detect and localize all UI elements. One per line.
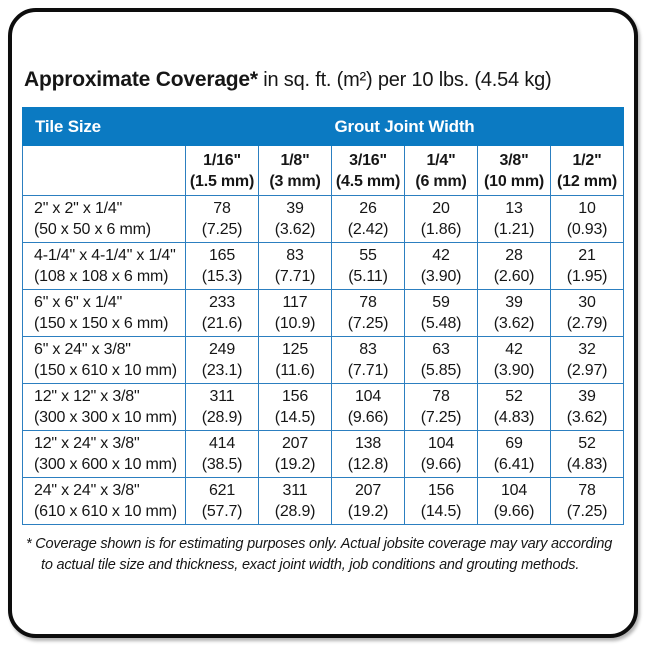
- grout-width-column-header: 1/16" (1.5 mm): [185, 145, 259, 196]
- tile-size-cell: 2" x 2" x 1/4" (50 x 50 x 6 mm): [22, 195, 186, 243]
- table-row: 6" x 24" x 3/8" (150 x 610 x 10 mm) 249 (23…: [22, 336, 624, 384]
- coverage-value-cell: 26 (2.42): [331, 195, 405, 243]
- tile-size-cell: 6" x 24" x 3/8" (150 x 610 x 10 mm): [22, 336, 186, 384]
- coverage-value-cell: 249 (23.1): [185, 336, 259, 384]
- footnote-text: Coverage shown is for estimating purpose…: [35, 536, 613, 573]
- coverage-value-cell: 117 (10.9): [258, 289, 332, 337]
- table-row: 12" x 12" x 3/8" (300 x 300 x 10 mm) 311 (2…: [22, 383, 624, 431]
- coverage-value-cell: 39 (3.62): [477, 289, 551, 337]
- coverage-value-cell: 78 (7.25): [404, 383, 478, 431]
- coverage-value-cell: 207 (19.2): [331, 477, 405, 525]
- tile-size-header: Tile Size: [22, 107, 186, 146]
- coverage-value-cell: 39 (3.62): [258, 195, 332, 243]
- coverage-value-cell: 104 (9.66): [404, 430, 478, 478]
- coverage-value-cell: 78 (7.25): [331, 289, 405, 337]
- coverage-value-cell: 233 (21.6): [185, 289, 259, 337]
- coverage-value-cell: 311 (28.9): [185, 383, 259, 431]
- grout-joint-width-header: Grout Joint Width: [185, 107, 624, 146]
- coverage-value-cell: 63 (5.85): [404, 336, 478, 384]
- coverage-value-cell: 104 (9.66): [331, 383, 405, 431]
- coverage-value-cell: 138 (12.8): [331, 430, 405, 478]
- coverage-value-cell: 30 (2.79): [550, 289, 624, 337]
- table-row: 12" x 24" x 3/8" (300 x 600 x 10 mm) 414 (3…: [22, 430, 624, 478]
- coverage-value-cell: 414 (38.5): [185, 430, 259, 478]
- grout-width-column-header: 3/8" (10 mm): [477, 145, 551, 196]
- grout-width-column-header: 1/4" (6 mm): [404, 145, 478, 196]
- column-header-row: 1/16" (1.5 mm) 1/8" (3 mm) 3/16" (4.5 mm) 1/4"…: [22, 145, 624, 196]
- coverage-value-cell: 59 (5.48): [404, 289, 478, 337]
- coverage-value-cell: 20 (1.86): [404, 195, 478, 243]
- coverage-value-cell: 104 (9.66): [477, 477, 551, 525]
- coverage-value-cell: 621 (57.7): [185, 477, 259, 525]
- grout-width-column-header: 3/16" (4.5 mm): [331, 145, 405, 196]
- coverage-value-cell: 83 (7.71): [258, 242, 332, 290]
- coverage-value-cell: 69 (6.41): [477, 430, 551, 478]
- grout-width-column-header: 1/2" (12 mm): [550, 145, 624, 196]
- coverage-value-cell: 32 (2.97): [550, 336, 624, 384]
- tile-size-cell: 6" x 6" x 1/4" (150 x 150 x 6 mm): [22, 289, 186, 337]
- coverage-card: Approximate Coverage* in sq. ft. (m²) pe…: [8, 8, 638, 638]
- coverage-value-cell: 39 (3.62): [550, 383, 624, 431]
- coverage-value-cell: 156 (14.5): [258, 383, 332, 431]
- coverage-value-cell: 125 (11.6): [258, 336, 332, 384]
- coverage-value-cell: 311 (28.9): [258, 477, 332, 525]
- coverage-value-cell: 78 (7.25): [185, 195, 259, 243]
- coverage-value-cell: 207 (19.2): [258, 430, 332, 478]
- coverage-value-cell: 78 (7.25): [550, 477, 624, 525]
- coverage-value-cell: 52 (4.83): [477, 383, 551, 431]
- page-title-units: in sq. ft. (m²) per 10 lbs. (4.54 kg): [257, 69, 552, 91]
- coverage-value-cell: 42 (3.90): [477, 336, 551, 384]
- coverage-value-cell: 52 (4.83): [550, 430, 624, 478]
- tile-size-cell: 24" x 24" x 3/8" (610 x 610 x 10 mm): [22, 477, 186, 525]
- table-row: 24" x 24" x 3/8" (610 x 610 x 10 mm) 621 (5…: [22, 477, 624, 525]
- page-title: Approximate Coverage* in sq. ft. (m²) pe…: [24, 66, 622, 94]
- empty-corner-cell: [22, 145, 186, 196]
- grout-width-column-header: 1/8" (3 mm): [258, 145, 332, 196]
- coverage-value-cell: 21 (1.95): [550, 242, 624, 290]
- coverage-value-cell: 13 (1.21): [477, 195, 551, 243]
- footnote: * Coverage shown is for estimating purpo…: [26, 534, 622, 576]
- coverage-value-cell: 165 (15.3): [185, 242, 259, 290]
- table-row: 2" x 2" x 1/4" (50 x 50 x 6 mm) 78 (7.25) 39…: [22, 195, 624, 243]
- coverage-value-cell: 42 (3.90): [404, 242, 478, 290]
- coverage-value-cell: 10 (0.93): [550, 195, 624, 243]
- coverage-value-cell: 28 (2.60): [477, 242, 551, 290]
- tile-size-cell: 12" x 24" x 3/8" (300 x 600 x 10 mm): [22, 430, 186, 478]
- tile-size-cell: 4-1/4" x 4-1/4" x 1/4" (108 x 108 x 6 mm): [22, 242, 186, 290]
- page-title-bold: Approximate Coverage*: [24, 68, 258, 91]
- table-row: 6" x 6" x 1/4" (150 x 150 x 6 mm) 233 (21.6…: [22, 289, 624, 337]
- coverage-value-cell: 83 (7.71): [331, 336, 405, 384]
- footnote-marker: *: [26, 536, 36, 552]
- table-row: 4-1/4" x 4-1/4" x 1/4" (108 x 108 x 6 mm)…: [22, 242, 624, 290]
- coverage-value-cell: 156 (14.5): [404, 477, 478, 525]
- coverage-value-cell: 55 (5.11): [331, 242, 405, 290]
- coverage-table: Tile Size Grout Joint Width 1/16" (1.5 mm…: [22, 107, 624, 525]
- table-header-row: Tile Size Grout Joint Width: [22, 107, 624, 146]
- tile-size-cell: 12" x 12" x 3/8" (300 x 300 x 10 mm): [22, 383, 186, 431]
